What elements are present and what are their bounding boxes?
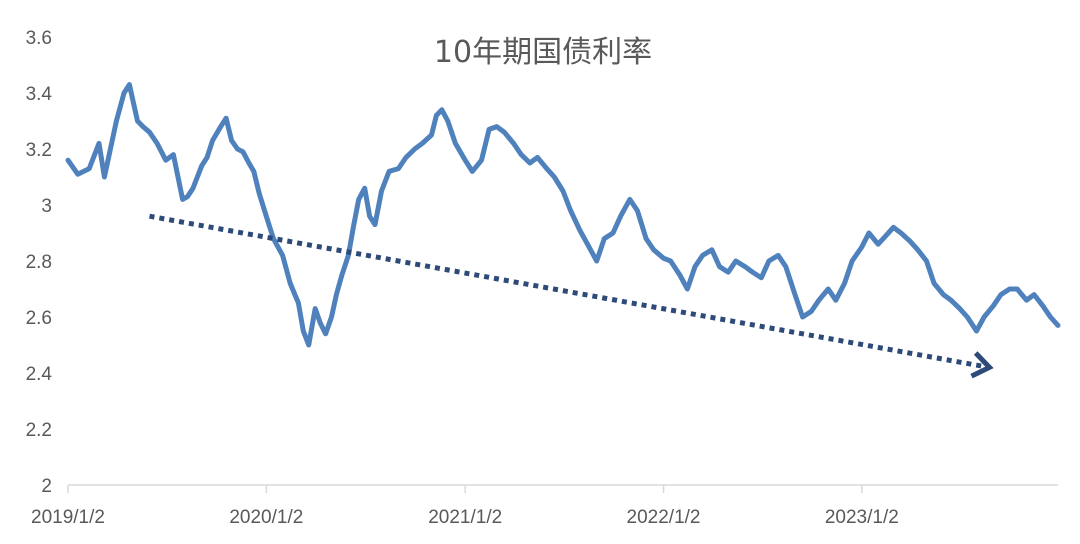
y-tick-label: 2.8 (26, 252, 52, 273)
trend-arrow-head (970, 351, 994, 379)
x-tick-label: 2021/1/2 (428, 507, 502, 528)
chart-title: 10年期国债利率 (434, 35, 652, 70)
x-tick-label: 2020/1/2 (229, 507, 303, 528)
y-tick-label: 2.2 (26, 420, 52, 441)
y-tick-label: 3.6 (26, 28, 52, 49)
y-tick-label: 2.6 (26, 308, 52, 329)
y-tick-label: 2.4 (26, 364, 53, 385)
x-axis-ticks: 2019/1/2 2020/1/2 2021/1/2 2022/1/2 2023/1/2 (31, 485, 899, 528)
y-tick-label: 3 (41, 196, 52, 217)
y-tick-label: 2 (41, 476, 52, 497)
trend-arrow-line (149, 213, 984, 369)
y-tick-label: 3.2 (26, 140, 52, 161)
x-tick-label: 2022/1/2 (627, 507, 701, 528)
yield-series-line (65, 82, 1061, 348)
y-axis-ticks: 2 2.2 2.4 2.6 2.8 3 3.2 3.4 3.6 (26, 28, 53, 497)
x-tick-label: 2019/1/2 (31, 507, 105, 528)
y-tick-label: 3.4 (26, 84, 53, 105)
x-tick-label: 2023/1/2 (825, 507, 899, 528)
